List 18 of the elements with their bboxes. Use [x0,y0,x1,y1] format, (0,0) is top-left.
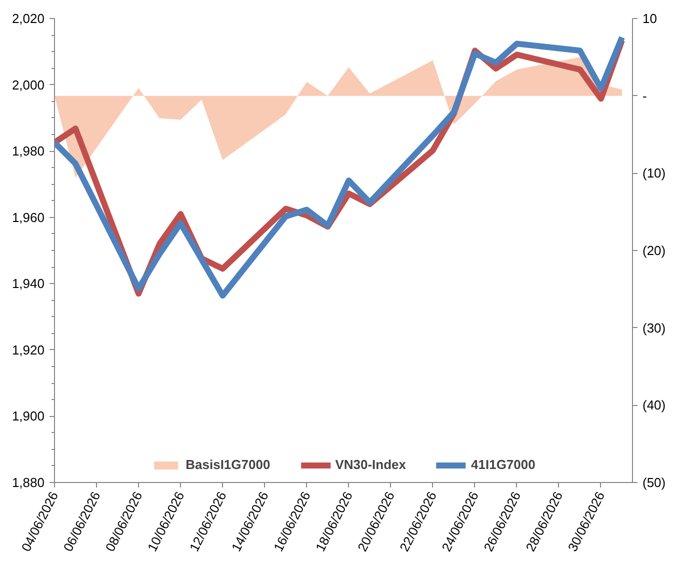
legend-label: VN30-Index [335,457,406,472]
legend-label: 41I1G7000 [471,457,536,472]
y2-tick-label: (20) [642,243,666,258]
y-tick-label: 1,940 [12,276,45,292]
y2-tick-label: (50) [642,475,666,490]
y-tick-label: 1,960 [12,210,45,225]
y-tick-label: 1,920 [12,342,45,358]
y-tick-label: 1,900 [12,408,45,424]
y-tick-label: 1,880 [12,475,45,490]
y2-tick-label: (40) [642,398,666,413]
legend-label: BasisI1G7000 [186,457,270,472]
y2-tick-label: (10) [642,166,666,181]
y2-tick-label: 10 [642,11,657,26]
y-tick-label: 1,980 [12,144,45,159]
y-tick-label: 2,000 [12,77,45,92]
y2-tick-label: (30) [642,320,666,336]
y2-tick-label: - [642,88,647,104]
y-tick-label: 2,020 [12,11,45,26]
